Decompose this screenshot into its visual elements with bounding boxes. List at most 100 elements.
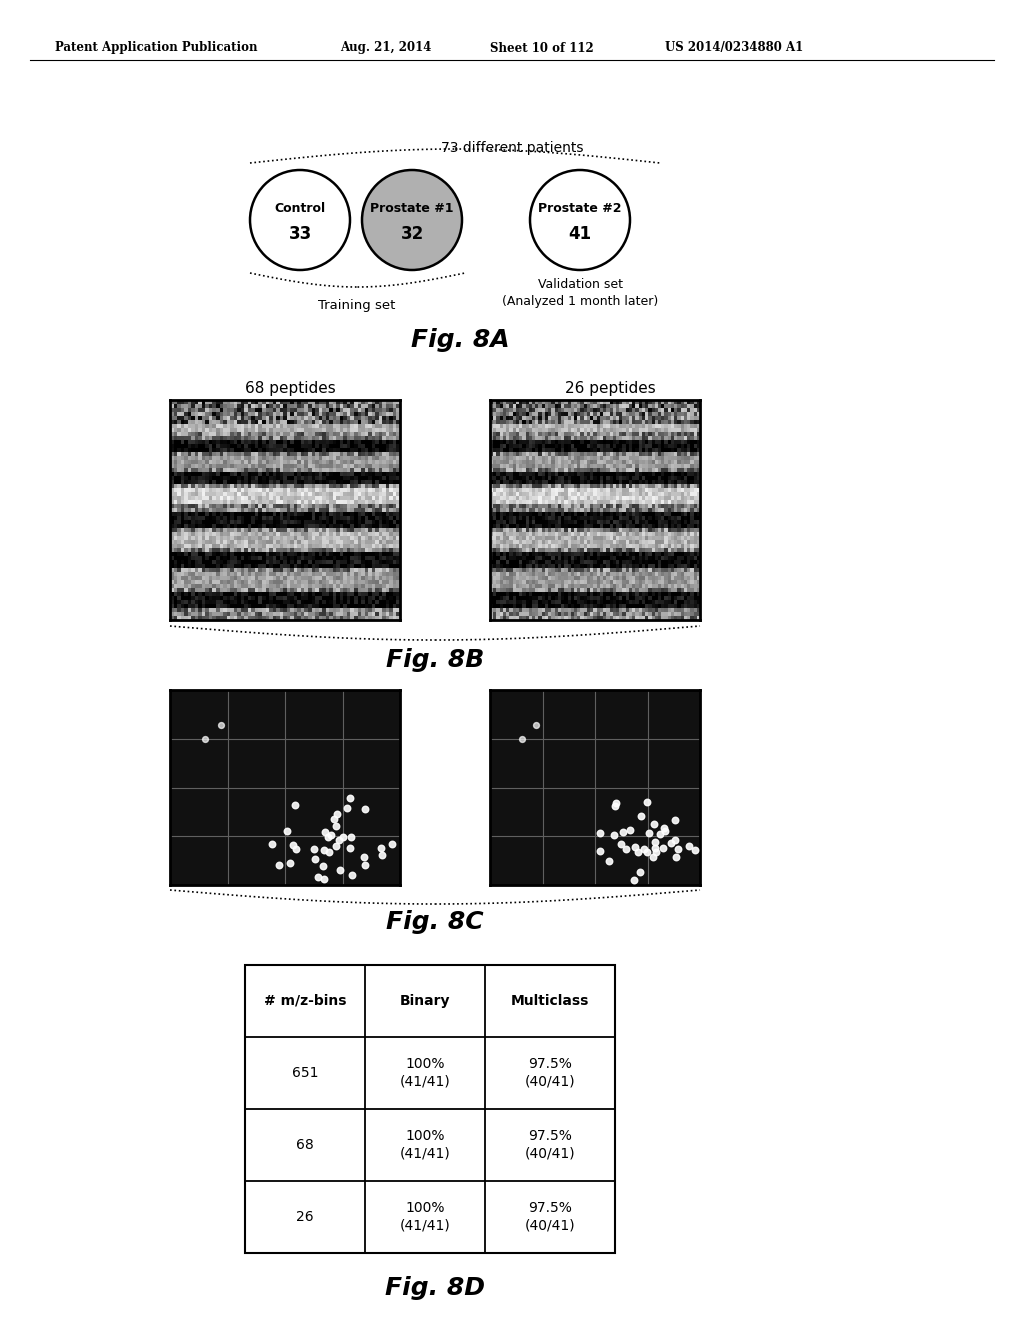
- Point: [622, 820, 638, 841]
- Point: [633, 805, 649, 826]
- Text: 97.5%
(40/41): 97.5% (40/41): [524, 1130, 575, 1160]
- Point: [647, 832, 664, 853]
- Point: [321, 826, 337, 847]
- Point: [212, 714, 228, 735]
- Text: Control: Control: [274, 202, 326, 214]
- Point: [282, 851, 298, 873]
- Point: [383, 833, 399, 854]
- Point: [592, 822, 608, 843]
- Text: 73 different patients: 73 different patients: [440, 141, 584, 154]
- Text: 100%
(41/41): 100% (41/41): [399, 1057, 451, 1089]
- Text: 68: 68: [296, 1138, 314, 1152]
- Point: [592, 841, 608, 862]
- Text: Aug. 21, 2014: Aug. 21, 2014: [340, 41, 431, 54]
- Point: [632, 861, 648, 882]
- Point: [641, 822, 657, 843]
- Circle shape: [362, 170, 462, 271]
- Point: [681, 836, 697, 857]
- Text: Patent Application Publication: Patent Application Publication: [55, 41, 257, 54]
- Point: [608, 792, 625, 813]
- Point: [639, 842, 655, 863]
- Point: [305, 838, 322, 859]
- Text: Binary: Binary: [399, 994, 451, 1008]
- Point: [648, 842, 665, 863]
- Text: 68 peptides: 68 peptides: [245, 380, 336, 396]
- Point: [646, 838, 663, 859]
- Text: Fig. 8B: Fig. 8B: [386, 648, 484, 672]
- Point: [328, 836, 344, 857]
- Text: Prostate #2: Prostate #2: [539, 202, 622, 214]
- Text: Fig. 8A: Fig. 8A: [411, 327, 509, 352]
- Point: [270, 854, 287, 875]
- Point: [657, 821, 674, 842]
- Text: Multiclass: Multiclass: [511, 994, 589, 1008]
- Point: [636, 838, 652, 859]
- Point: [374, 845, 390, 866]
- Point: [335, 826, 351, 847]
- Point: [332, 859, 348, 880]
- Point: [288, 795, 304, 816]
- Point: [513, 729, 529, 750]
- Point: [307, 849, 324, 870]
- Text: Validation set
(Analyzed 1 month later): Validation set (Analyzed 1 month later): [502, 279, 658, 308]
- Point: [613, 833, 630, 854]
- Point: [343, 826, 359, 847]
- Point: [667, 809, 683, 830]
- Point: [331, 829, 347, 850]
- Point: [601, 850, 617, 871]
- Point: [316, 869, 333, 890]
- Point: [617, 840, 634, 861]
- Text: Sheet 10 of 112: Sheet 10 of 112: [490, 41, 594, 54]
- Point: [687, 840, 703, 861]
- Point: [656, 817, 673, 838]
- Bar: [245, 965, 615, 1253]
- Point: [323, 824, 339, 845]
- Point: [626, 869, 642, 890]
- Point: [606, 796, 623, 817]
- Text: Prostate #1: Prostate #1: [371, 202, 454, 214]
- Text: 651: 651: [292, 1067, 318, 1080]
- Point: [341, 788, 357, 809]
- Point: [327, 808, 343, 829]
- Point: [328, 816, 344, 837]
- Text: 100%
(41/41): 100% (41/41): [399, 1130, 451, 1160]
- Point: [314, 855, 331, 876]
- Point: [667, 829, 683, 850]
- Point: [264, 833, 281, 854]
- Text: 97.5%
(40/41): 97.5% (40/41): [524, 1057, 575, 1089]
- Point: [605, 825, 622, 846]
- Point: [528, 714, 545, 735]
- Text: 32: 32: [400, 224, 424, 243]
- Point: [288, 838, 304, 859]
- Text: # m/z-bins: # m/z-bins: [264, 994, 346, 1008]
- Text: Fig. 8C: Fig. 8C: [386, 909, 483, 935]
- Point: [639, 792, 655, 813]
- Text: Training set: Training set: [318, 298, 395, 312]
- Circle shape: [250, 170, 350, 271]
- Point: [342, 837, 358, 858]
- Point: [627, 836, 643, 857]
- Point: [286, 834, 302, 855]
- Text: Fig. 8D: Fig. 8D: [385, 1276, 485, 1300]
- Point: [339, 797, 355, 818]
- Point: [321, 842, 337, 863]
- Point: [357, 855, 374, 876]
- Point: [279, 821, 295, 842]
- Text: 26 peptides: 26 peptides: [564, 380, 655, 396]
- Point: [310, 867, 327, 888]
- Point: [356, 799, 373, 820]
- Circle shape: [530, 170, 630, 271]
- Point: [654, 838, 671, 859]
- Point: [373, 838, 389, 859]
- Point: [663, 833, 679, 854]
- Point: [669, 846, 685, 867]
- Point: [645, 813, 662, 834]
- Point: [644, 846, 660, 867]
- Point: [615, 821, 632, 842]
- Point: [316, 840, 333, 861]
- Point: [652, 824, 669, 845]
- Text: 97.5%
(40/41): 97.5% (40/41): [524, 1201, 575, 1233]
- Text: 26: 26: [296, 1210, 313, 1224]
- Point: [630, 842, 646, 863]
- Point: [197, 729, 213, 750]
